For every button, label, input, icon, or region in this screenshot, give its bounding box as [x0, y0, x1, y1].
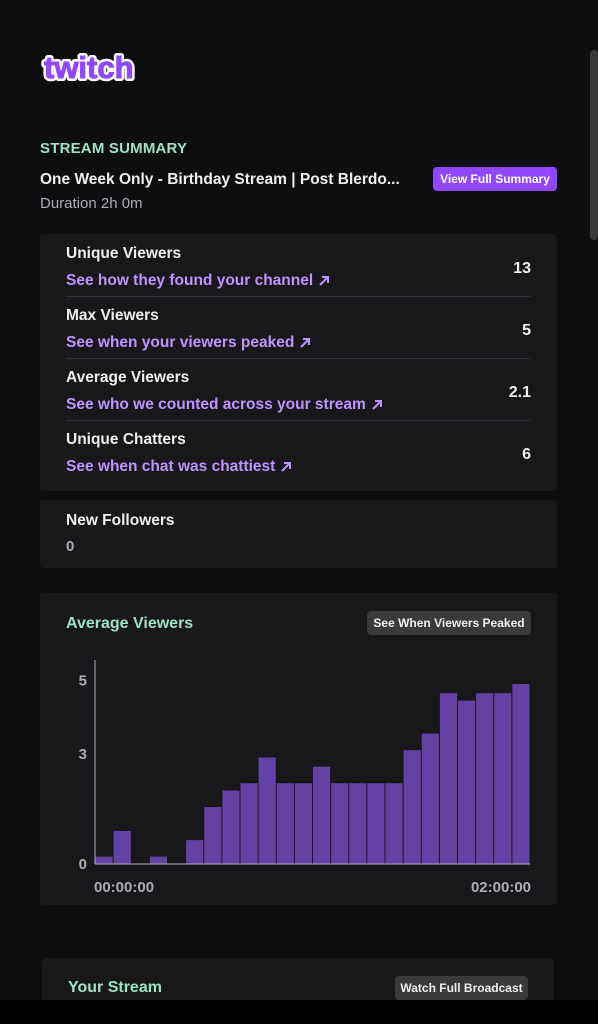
chart-bar: [403, 750, 421, 864]
stream-duration: Duration 2h 0m: [40, 195, 143, 212]
chart-bar: [512, 684, 530, 864]
chart-bar: [385, 783, 403, 864]
stat-label: Average Viewers: [66, 369, 190, 386]
stat-label: Unique Viewers: [66, 245, 182, 262]
chart-bar: [421, 733, 439, 864]
stat-row-average-viewers: Average Viewers See who we counted acros…: [66, 358, 531, 421]
average-viewers-chart-card: Average Viewers See When Viewers Peaked …: [40, 593, 557, 905]
followers-card: New Followers 0: [40, 500, 557, 568]
chart-bar: [240, 783, 258, 864]
stat-value: 6: [522, 446, 531, 463]
stat-label: Unique Chatters: [66, 431, 186, 448]
chart-bar: [349, 783, 367, 864]
stat-value: 5: [522, 322, 531, 339]
section-label: STREAM SUMMARY: [40, 140, 188, 157]
chart-bar: [367, 783, 385, 864]
stat-row-unique-chatters: Unique Chatters See when chat was chatti…: [66, 420, 531, 482]
stat-link-chat-chattiest[interactable]: See when chat was chattiest: [66, 458, 292, 476]
chart-y-tick-label: 0: [79, 856, 87, 873]
arrow-up-right-icon: [319, 275, 330, 286]
arrow-up-right-icon: [281, 461, 292, 472]
chart-bar: [186, 840, 204, 864]
arrow-up-right-icon: [372, 399, 382, 410]
stat-value: 2.1: [508, 384, 531, 401]
chart-bar: [331, 783, 349, 864]
chart-bar: [113, 830, 131, 864]
followers-value: 0: [66, 538, 75, 555]
chart-bar: [439, 693, 458, 864]
svg-text:twitch: twitch: [44, 50, 134, 85]
stat-row-unique-viewers: Unique Viewers See how they found your c…: [66, 234, 531, 297]
chart-bar: [476, 693, 494, 864]
chart-bar: [149, 856, 168, 864]
stat-link-viewers-peaked[interactable]: See when your viewers peaked: [66, 334, 311, 352]
stat-row-max-viewers: Max Viewers See when your viewers peaked…: [66, 296, 531, 359]
see-when-viewers-peaked-button[interactable]: See When Viewers Peaked: [367, 611, 531, 635]
svg-text:twitch: twitch: [44, 50, 134, 85]
scrollbar[interactable]: [590, 50, 598, 240]
bottom-bar: [0, 1000, 598, 1024]
chart-x-tick-label: 02:00:00: [471, 879, 531, 896]
chart-bar: [313, 766, 331, 864]
twitch-logo: twitch twitch: [41, 50, 137, 88]
chart-y-tick-label: 3: [79, 746, 87, 763]
chart-bar: [276, 783, 294, 864]
chart-bar: [222, 790, 240, 864]
chart-bar: [294, 783, 313, 864]
followers-label: New Followers: [66, 512, 175, 529]
watch-full-broadcast-button[interactable]: Watch Full Broadcast: [395, 976, 528, 1000]
chart-bar: [458, 700, 476, 864]
chart-x-tick-label: 00:00:00: [94, 879, 154, 896]
average-viewers-chart: 0 3 5 00:00:00 02:00:00: [79, 660, 531, 896]
arrow-up-right-icon: [300, 337, 311, 348]
stat-link-who-we-counted[interactable]: See who we counted across your stream: [66, 396, 383, 414]
stat-link-found-channel[interactable]: See how they found your channel: [66, 272, 330, 290]
stream-title: One Week Only - Birthday Stream | Post B…: [40, 171, 400, 188]
your-stream-title: Your Stream: [68, 979, 162, 996]
stats-card: Unique Viewers See how they found your c…: [40, 234, 557, 491]
chart-title: Average Viewers: [66, 615, 194, 632]
stat-value: 13: [513, 260, 531, 277]
chart-bar: [258, 757, 276, 864]
chart-y-tick-label: 5: [79, 672, 87, 689]
chart-bar: [204, 807, 222, 864]
stat-label: Max Viewers: [66, 307, 159, 324]
view-full-summary-button[interactable]: View Full Summary: [433, 167, 557, 191]
chart-bar: [494, 693, 512, 864]
chart-bar: [95, 856, 113, 864]
